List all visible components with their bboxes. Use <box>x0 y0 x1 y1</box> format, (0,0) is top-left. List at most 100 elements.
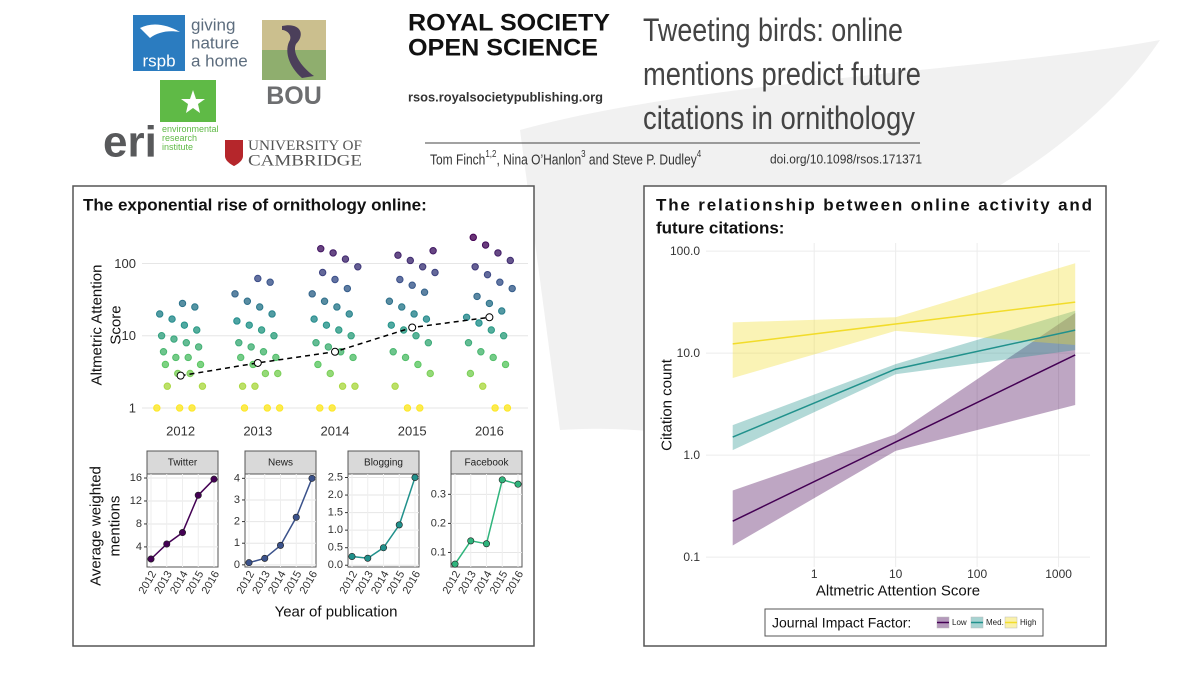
data-point <box>499 332 508 340</box>
data-point <box>261 369 270 378</box>
data-point <box>326 369 334 378</box>
data-point <box>412 332 420 340</box>
y-tick-label: 4 <box>136 541 142 553</box>
data-point <box>477 348 485 356</box>
author-affiliation: 1,2 <box>485 148 496 159</box>
data-point <box>156 310 164 318</box>
data-point <box>506 256 514 265</box>
y-tick-label: 1 <box>234 537 240 549</box>
data-point <box>473 292 481 301</box>
data-point <box>328 404 336 412</box>
x-tick-label: 2014 <box>321 424 350 439</box>
author-name: , Nina O’Hanlon <box>496 151 581 168</box>
data-point <box>178 299 187 308</box>
data-point <box>314 360 322 369</box>
line-point <box>498 476 506 484</box>
data-point <box>247 343 255 351</box>
data-point <box>324 343 333 351</box>
data-point <box>354 263 362 271</box>
data-point <box>172 353 180 362</box>
data-point <box>503 404 512 412</box>
y-tick-label: 0.5 <box>328 542 343 554</box>
line-point <box>179 529 187 537</box>
data-point <box>414 360 422 369</box>
data-point <box>193 326 201 334</box>
rspb-bird <box>140 24 180 38</box>
data-point <box>487 326 495 334</box>
facet-title: Facebook <box>465 458 510 469</box>
author-name: and Steve P. Dudley <box>586 151 697 168</box>
data-point <box>491 404 499 412</box>
y-tick-label: 1.0 <box>683 448 700 462</box>
paper-title: Tweeting birds: online <box>643 12 903 48</box>
data-point <box>198 382 207 390</box>
facet-y-label: mentions <box>107 496 124 557</box>
data-point <box>233 317 241 325</box>
y-tick-label: 1.5 <box>328 507 343 519</box>
y-tick-label: 2.0 <box>328 489 343 501</box>
y-tick-label: 100 <box>114 256 136 271</box>
data-point <box>170 335 178 343</box>
data-point <box>338 382 347 390</box>
confidence-band <box>732 310 1076 451</box>
legend-title: Journal Impact Factor: <box>772 615 911 631</box>
line-point <box>245 559 253 567</box>
author-affiliation: 4 <box>697 148 701 159</box>
rspb-mark: rspb <box>142 52 175 71</box>
data-point <box>406 256 414 265</box>
doi: doi.org/10.1098/rsos.171371 <box>770 152 922 167</box>
data-point <box>410 310 418 318</box>
data-point <box>268 310 276 318</box>
y-tick-label: 10.0 <box>677 346 701 360</box>
data-point <box>237 353 245 362</box>
journal-url: rsos.royalsocietypublishing.org <box>408 90 603 105</box>
data-point <box>316 404 324 412</box>
data-point <box>501 360 510 369</box>
y-axis-label: Score <box>108 305 125 344</box>
y-tick-label: 0.1 <box>683 550 700 564</box>
data-point <box>317 245 325 253</box>
confidence-band <box>732 313 1076 546</box>
y-tick-label: 2.5 <box>328 472 343 484</box>
line-point <box>467 537 475 545</box>
legend-label: Med. <box>986 618 1004 627</box>
line-point <box>411 474 419 482</box>
data-point <box>498 307 506 315</box>
data-point <box>485 299 494 308</box>
data-point <box>263 404 271 412</box>
data-point <box>418 263 427 271</box>
legend-box <box>764 608 1044 637</box>
data-point <box>331 275 339 284</box>
line-point <box>210 475 218 483</box>
fit-line <box>732 354 1076 522</box>
mean-point <box>253 358 262 367</box>
authors: Tom Finch1,2, Nina O’Hanlon3 and Steve P… <box>430 148 701 167</box>
data-point <box>184 353 192 362</box>
y-tick-label: 2 <box>234 516 240 528</box>
cambridge-name: UNIVERSITY OF <box>248 138 362 154</box>
right-panel <box>643 185 1107 647</box>
author-name: Tom Finch <box>430 151 485 168</box>
data-point <box>464 339 473 347</box>
y-tick-label: 12 <box>130 495 142 507</box>
data-point <box>466 369 475 378</box>
y-tick-label: 100.0 <box>670 244 700 258</box>
data-point <box>159 348 168 356</box>
mean-point <box>485 313 494 322</box>
data-point <box>422 315 431 323</box>
data-point <box>398 303 406 311</box>
data-point <box>420 288 429 296</box>
data-point <box>471 263 479 271</box>
facet-x-label: Year of publication <box>275 604 398 621</box>
data-point <box>320 297 329 305</box>
bou-mark: BOU <box>266 82 322 110</box>
line-point <box>348 552 356 560</box>
data-point <box>429 247 437 255</box>
data-point <box>494 249 502 257</box>
data-point <box>153 404 161 412</box>
legend-label: Low <box>952 618 967 627</box>
data-point <box>496 278 504 286</box>
data-point <box>168 315 176 323</box>
rspb-tagline: nature <box>191 34 239 53</box>
y-tick-label: 0 <box>234 559 240 571</box>
